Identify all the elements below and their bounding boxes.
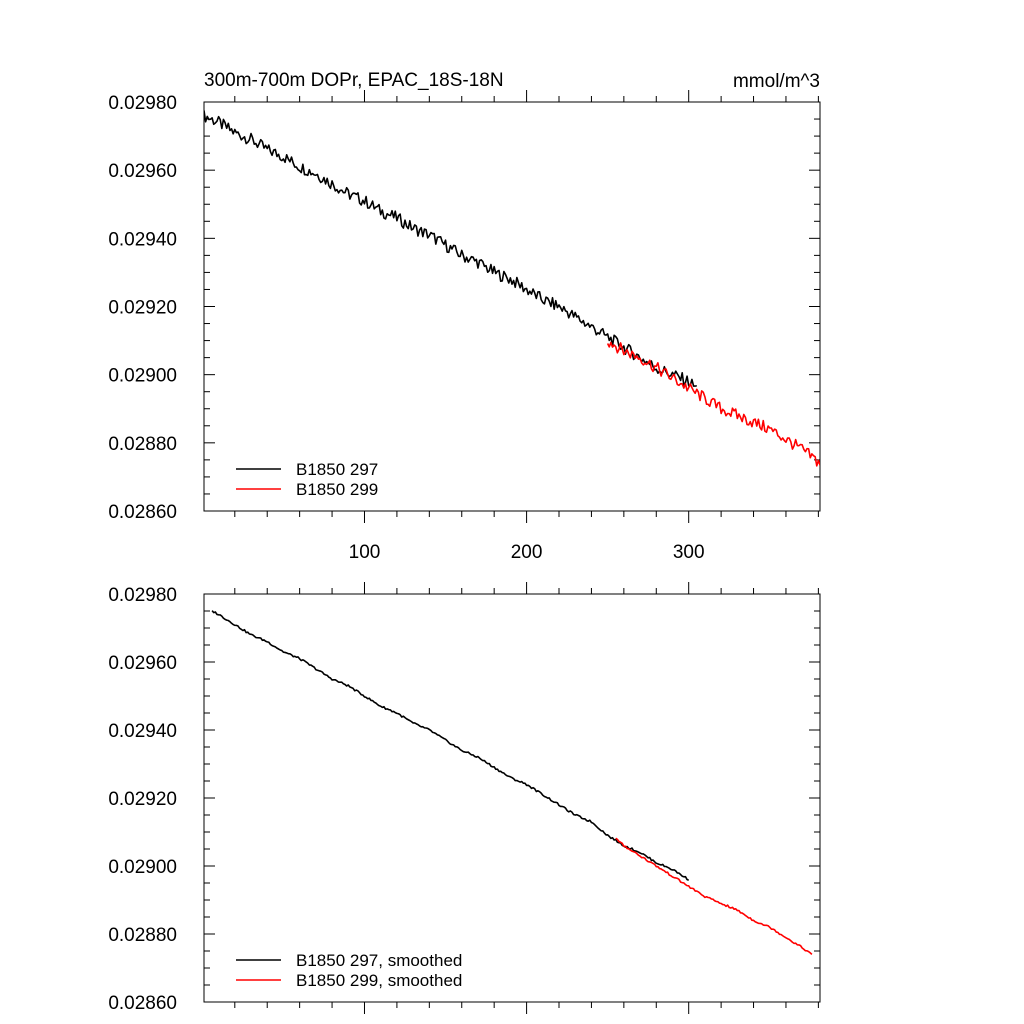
- y-tick-label: 0.02980: [108, 585, 177, 606]
- units-label: mmol/m^3: [733, 71, 820, 92]
- x-tick-label: 200: [511, 542, 543, 563]
- series-line-1: [204, 110, 697, 387]
- legend-label: B1850 299, smoothed: [296, 971, 462, 990]
- plot-frame: [203, 593, 821, 1003]
- y-tick-label: 0.02940: [108, 721, 177, 742]
- legend-label: B1850 299: [296, 480, 378, 499]
- chart-title: 300m-700m DOPr, EPAC_18S-18N: [204, 70, 504, 91]
- y-tick-label: 0.02880: [108, 925, 177, 946]
- plot-frame: [203, 101, 821, 512]
- top-panel: 0.02860 0.02880 0.02900 0.02920 0.02940 0.029…: [108, 90, 821, 563]
- legend-label: B1850 297: [296, 460, 378, 479]
- y-tick-label: 0.02880: [108, 434, 177, 455]
- y-tick-label: 0.02860: [108, 502, 177, 523]
- x-tick-label: 300: [673, 542, 705, 563]
- bottom-panel: 0.02860 0.02880 0.02900 0.02920 0.02940 0.029…: [108, 582, 821, 1014]
- y-tick-label: 0.02900: [108, 857, 177, 878]
- y-tick-label: 0.02940: [108, 229, 177, 250]
- y-tick-label: 0.02920: [108, 789, 177, 810]
- y-tick-label: 0.02900: [108, 366, 177, 387]
- y-tick-label: 0.02860: [108, 993, 177, 1014]
- series-line-2: [615, 837, 813, 955]
- y-tick-label: 0.02960: [108, 653, 177, 674]
- series-line-2: [606, 341, 820, 467]
- y-tick-label: 0.02960: [108, 161, 177, 182]
- y-tick-label: 0.02980: [108, 93, 177, 114]
- x-tick-label: 100: [349, 542, 381, 563]
- y-tick-label: 0.02920: [108, 298, 177, 319]
- legend-label: B1850 297, smoothed: [296, 951, 462, 970]
- series-line-1: [211, 610, 689, 881]
